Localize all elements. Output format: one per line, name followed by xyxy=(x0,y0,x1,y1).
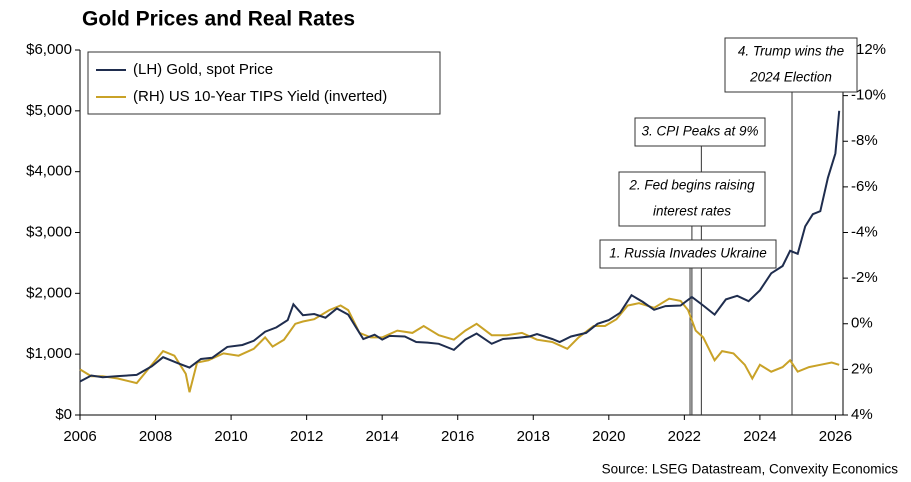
y2-tick-label: 2% xyxy=(851,360,873,377)
annotation-box xyxy=(724,37,858,93)
legend-label: (RH) US 10-Year TIPS Yield (inverted) xyxy=(133,88,387,105)
y-tick-label: $6,000 xyxy=(26,41,72,58)
chart-title: Gold Prices and Real Rates xyxy=(82,8,355,31)
annotation-text: interest rates xyxy=(653,204,731,219)
y2-tick-label: -2% xyxy=(851,269,878,286)
x-tick-label: 2022 xyxy=(668,428,701,445)
x-tick-label: 2008 xyxy=(139,428,172,445)
x-tick-label: 2006 xyxy=(63,428,96,445)
source: Source: LSEG Datastream, Convexity Econo… xyxy=(602,462,899,477)
y2-tick-label: -10% xyxy=(851,87,886,104)
y2-tick-label: 4% xyxy=(851,406,873,423)
annotation-box xyxy=(618,171,766,227)
x-tick-label: 2020 xyxy=(592,428,625,445)
x-tick-label: 2024 xyxy=(743,428,776,445)
x-tick-label: 2010 xyxy=(214,428,247,445)
series-line xyxy=(79,297,840,393)
y2-tick-label: -4% xyxy=(851,223,878,240)
annotation-text: 2024 Election xyxy=(749,70,832,85)
y-tick-label: $0 xyxy=(55,406,72,423)
y-tick-label: $5,000 xyxy=(26,102,72,119)
annotation-box xyxy=(634,117,766,147)
y2-tick-label: -6% xyxy=(851,178,878,195)
y-tick-label: $3,000 xyxy=(26,223,72,240)
annotation-text: 1. Russia Invades Ukraine xyxy=(609,246,767,261)
x-tick-label: 2016 xyxy=(441,428,474,445)
y-tick-label: $1,000 xyxy=(26,345,72,362)
y2-tick-label: -8% xyxy=(851,132,878,149)
annotation-box xyxy=(599,239,777,269)
annotation-text: 4. Trump wins the xyxy=(738,44,844,59)
legend-label: (LH) Gold, spot Price xyxy=(133,61,273,78)
annotation-text: 3. CPI Peaks at 9% xyxy=(641,124,758,139)
y-tick-label: $4,000 xyxy=(26,163,72,180)
y-tick-label: $2,000 xyxy=(26,284,72,301)
annotation-text: 2. Fed begins raising xyxy=(628,178,755,193)
x-tick-label: 2012 xyxy=(290,428,323,445)
y2-tick-label: 0% xyxy=(851,315,873,332)
series-line xyxy=(79,110,841,383)
legend-box xyxy=(87,51,441,115)
x-tick-label: 2014 xyxy=(365,428,398,445)
x-tick-label: 2026 xyxy=(819,428,852,445)
y2-tick-label: -12% xyxy=(851,41,886,58)
x-tick-label: 2018 xyxy=(517,428,550,445)
